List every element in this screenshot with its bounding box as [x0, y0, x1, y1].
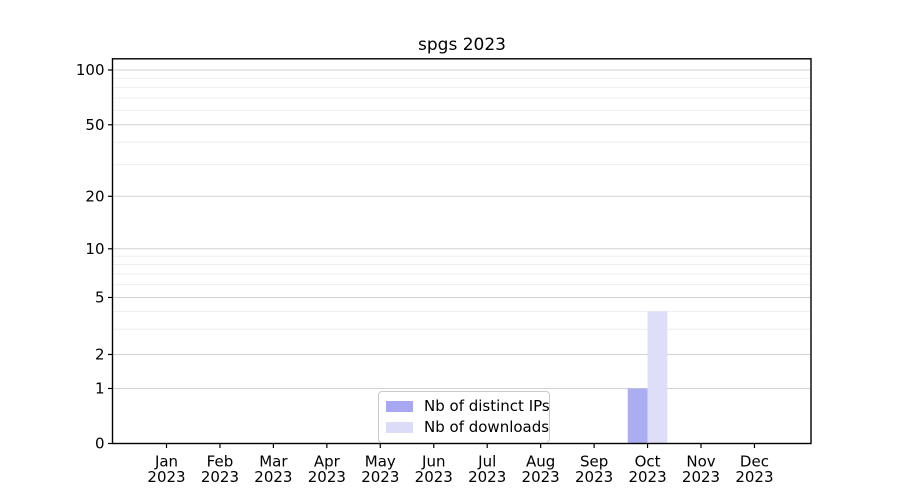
x-tick-label-year: 2023: [628, 468, 666, 486]
legend-label-distinct-ips: Nb of distinct IPs: [424, 397, 550, 415]
x-tick-label-year: 2023: [308, 468, 346, 486]
x-tick-label-month: Feb: [207, 453, 234, 471]
y-tick-label: 2: [95, 346, 105, 364]
x-tick-label-year: 2023: [147, 468, 185, 486]
x-tick-label-month: May: [365, 453, 396, 471]
x-tick-label-year: 2023: [254, 468, 292, 486]
x-tick-label-month: Dec: [740, 453, 769, 471]
x-tick-label-month: Jan: [154, 453, 178, 471]
x-tick-label-month: Nov: [686, 453, 715, 471]
x-tick-label-month: Oct: [635, 453, 661, 471]
y-tick-label: 1: [95, 380, 105, 398]
x-tick-label-month: Sep: [580, 453, 608, 471]
legend: Nb of distinct IPs Nb of downloads: [378, 391, 550, 443]
x-tick-label-year: 2023: [522, 468, 560, 486]
x-tick-label-year: 2023: [468, 468, 506, 486]
chart-title: spgs 2023: [418, 35, 506, 55]
y-tick-label: 100: [76, 61, 105, 79]
bar-nb-of-downloads: [647, 311, 668, 444]
x-tick-label-year: 2023: [735, 468, 773, 486]
x-tick-label-year: 2023: [201, 468, 239, 486]
legend-item-downloads: Nb of downloads: [386, 419, 549, 435]
plot-spines: [111, 58, 812, 445]
legend-swatch-distinct-ips: [386, 400, 413, 412]
x-tick-label-year: 2023: [575, 468, 613, 486]
x-tick-label-month: Jun: [421, 453, 445, 471]
x-tick-label-month: Jul: [477, 453, 496, 471]
legend-label-downloads: Nb of downloads: [424, 418, 550, 436]
y-tick-label: 5: [95, 289, 105, 307]
x-tick-label-month: Aug: [526, 453, 555, 471]
y-tick-label: 20: [85, 187, 104, 205]
x-tick-label-year: 2023: [415, 468, 453, 486]
y-tick-label: 0: [95, 435, 105, 453]
bar-nb-of-distinct-ips: [627, 388, 648, 444]
legend-swatch-downloads: [386, 421, 413, 433]
legend-item-distinct-ips: Nb of distinct IPs: [386, 398, 550, 414]
x-tick-label-year: 2023: [682, 468, 720, 486]
x-tick-label-month: Apr: [314, 453, 341, 471]
y-tick-label: 50: [85, 116, 104, 134]
x-tick-label-year: 2023: [361, 468, 399, 486]
x-tick-label-month: Mar: [259, 453, 288, 471]
y-tick-label: 10: [85, 240, 104, 258]
